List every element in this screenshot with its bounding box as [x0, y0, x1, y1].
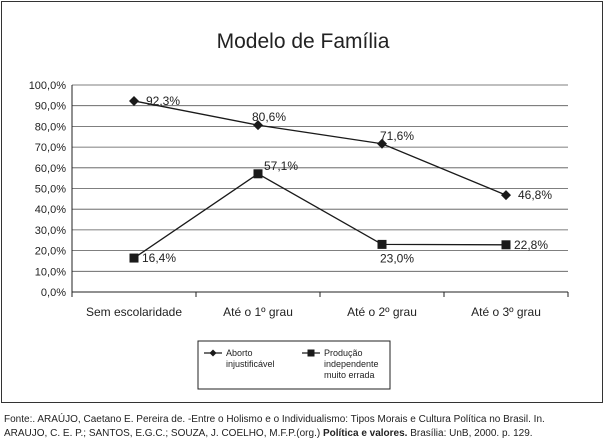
y-tick-label: 50,0%	[35, 184, 66, 196]
data-point-diamond	[377, 138, 387, 149]
chart-frame	[1, 1, 603, 403]
y-tick-label: 70,0%	[35, 142, 66, 154]
y-tick-label: 40,0%	[35, 204, 66, 216]
series-line-1	[133, 100, 507, 196]
source-text-2b: Política e valores.	[322, 428, 408, 439]
x-tick-label: Até o 1º grau	[223, 305, 293, 319]
data-point-square	[253, 169, 263, 179]
y-tick-label: 0,0%	[41, 287, 66, 299]
data-point-square	[377, 239, 387, 249]
data-point-square	[129, 253, 139, 263]
y-tick-label: 80,0%	[35, 121, 66, 133]
source-text-2c: Brasília: UnB, 2000. p. 129.	[407, 428, 533, 439]
data-point-diamond	[253, 120, 263, 131]
y-tick-label: 90,0%	[35, 101, 66, 113]
line-chart: Modelo de Família 0,0% 10,0% 20,0% 30,0% 40,0…	[29, 30, 569, 390]
series-line-2	[133, 173, 507, 259]
data-label: 57,1%	[264, 159, 298, 173]
legend-label: Produção	[324, 348, 363, 358]
x-tick-label: Até o 2º grau	[347, 305, 417, 319]
data-label: 80,6%	[252, 110, 286, 124]
data-point-diamond	[501, 190, 511, 201]
source-text-2a: ARAUJO, C. E. P.; SANTOS, E.G.C.; SOUZA,…	[4, 428, 323, 439]
source-citation-line-1: Fonte:. ARAÚJO, Caetano E. Pereira de. -…	[4, 414, 545, 425]
legend-label: injustificável	[226, 359, 275, 369]
y-tick-label: 20,0%	[35, 246, 66, 258]
legend-label: independente	[324, 359, 379, 369]
y-tick-label: 100,0%	[29, 80, 67, 92]
legend-box	[197, 340, 391, 390]
data-label: 71,6%	[380, 129, 414, 143]
chart-title: Modelo de Família	[217, 30, 390, 53]
data-label: 16,4%	[142, 251, 176, 265]
data-label: 92,3%	[146, 94, 180, 108]
legend-label: Aborto	[226, 348, 253, 358]
x-tick-label: Sem escolaridade	[86, 305, 182, 319]
data-point-diamond	[129, 95, 139, 106]
x-tick-label: Até o 3º grau	[471, 305, 541, 319]
source-citation-line-2: ARAUJO, C. E. P.; SANTOS, E.G.C.; SOUZA,…	[4, 428, 533, 439]
y-tick-label: 10,0%	[35, 266, 66, 278]
legend-marker-diamond	[209, 349, 217, 357]
y-tick-label: 30,0%	[35, 225, 66, 237]
data-label: 46,8%	[518, 188, 552, 202]
data-point-square	[501, 240, 511, 250]
legend-label: muito errada	[324, 370, 375, 380]
data-label: 22,8%	[514, 238, 548, 252]
legend-marker-square	[307, 349, 315, 357]
source-text-1: Fonte:. ARAÚJO, Caetano E. Pereira de. -…	[4, 414, 545, 425]
data-label: 23,0%	[380, 251, 414, 265]
y-tick-label: 60,0%	[35, 163, 66, 175]
